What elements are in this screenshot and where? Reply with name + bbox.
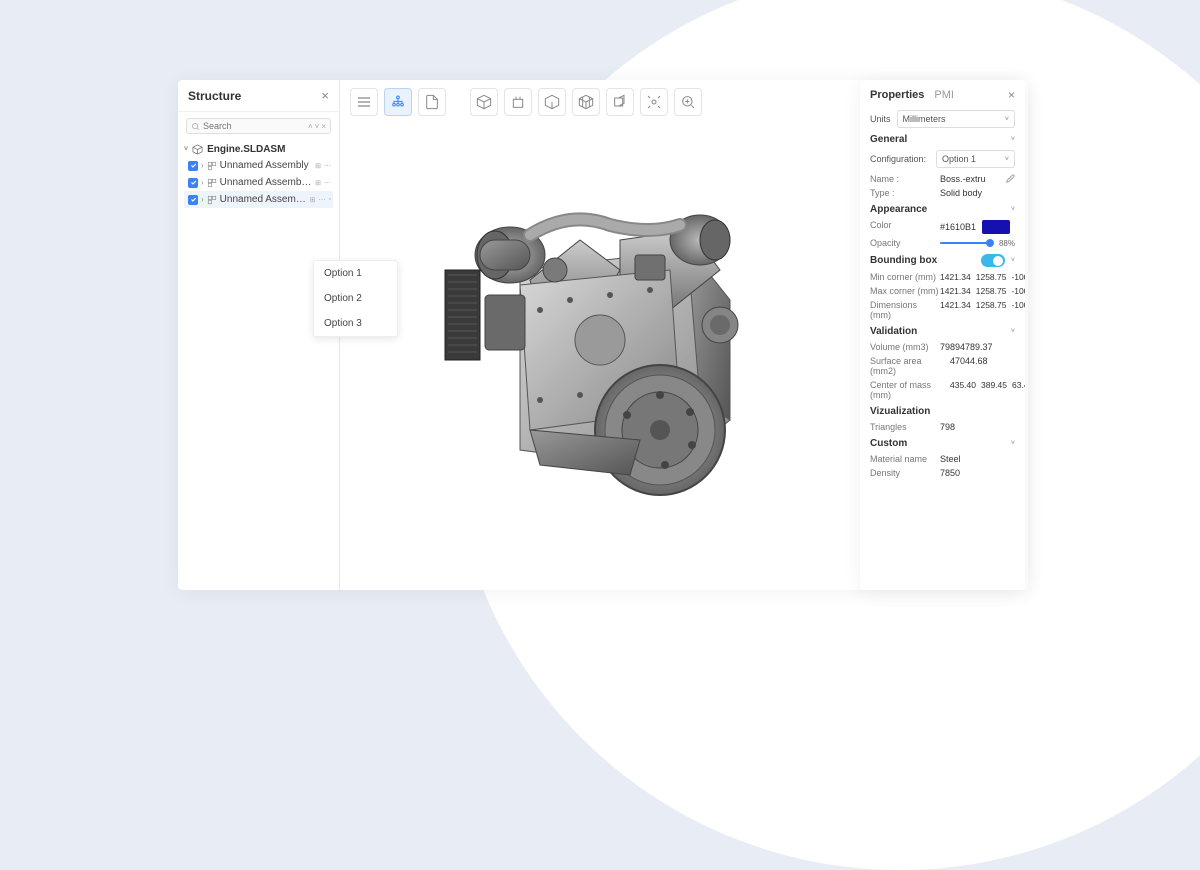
chevron-icon: › xyxy=(201,178,204,187)
edit-icon[interactable] xyxy=(1006,174,1015,183)
structure-panel: Structure × ˄˅× ˅ Engine.SLDASM › Unname… xyxy=(178,80,340,590)
chevron-down-icon[interactable]: ˅ xyxy=(1011,257,1015,264)
chevron-down-icon[interactable]: ˅ xyxy=(1011,136,1015,143)
tab-properties[interactable]: Properties xyxy=(870,89,924,101)
chevron-icon: › xyxy=(201,161,204,170)
context-menu-item[interactable]: Option 3 xyxy=(314,311,397,336)
toolbar-view xyxy=(470,88,702,116)
section-bounding: Bounding box xyxy=(870,255,937,266)
bounding-toggle[interactable] xyxy=(981,254,1005,267)
tree-root[interactable]: ˅ Engine.SLDASM xyxy=(184,142,333,157)
context-menu-item[interactable]: Option 1 xyxy=(314,261,397,286)
cube-icon xyxy=(192,144,203,155)
shade-icon xyxy=(544,94,560,110)
chevron-down-icon[interactable]: ˅ xyxy=(1011,440,1015,447)
section-appearance: Appearance xyxy=(870,204,927,215)
close-icon[interactable]: × xyxy=(1008,88,1015,102)
focus-icon xyxy=(646,94,662,110)
chevron-icon: › xyxy=(201,195,204,204)
checkbox-icon[interactable] xyxy=(188,161,198,171)
tree-item[interactable]: › Unnamed Assembly ⊞⋯▫ xyxy=(184,191,333,208)
assembly-icon xyxy=(207,161,217,171)
chevron-down-icon[interactable]: ˅ xyxy=(1011,328,1015,335)
assembly-icon xyxy=(207,195,217,205)
document-icon xyxy=(424,94,440,110)
section-button[interactable] xyxy=(606,88,634,116)
close-icon[interactable]: × xyxy=(321,88,329,103)
search-input[interactable]: ˄˅× xyxy=(186,118,331,134)
tree-icon xyxy=(390,94,406,110)
document-button[interactable] xyxy=(418,88,446,116)
wireframe-icon xyxy=(578,94,594,110)
context-menu: Option 1 Option 2 Option 3 xyxy=(313,260,398,337)
units-label: Units xyxy=(870,114,891,124)
section-custom: Custom xyxy=(870,438,907,449)
structure-title: Structure xyxy=(188,89,241,103)
zoom-button[interactable] xyxy=(674,88,702,116)
shade-button[interactable] xyxy=(538,88,566,116)
search-icon xyxy=(191,122,200,131)
cube-icon xyxy=(476,94,492,110)
tree-item[interactable]: › Unnamed Assembly ⊞⋯ xyxy=(184,157,333,174)
menu-icon xyxy=(356,94,372,110)
tree-view-button[interactable] xyxy=(384,88,412,116)
focus-button[interactable] xyxy=(640,88,668,116)
checkbox-icon[interactable] xyxy=(188,195,198,205)
tree-item[interactable]: › Unnamed Assembly2 ⊞⋯ xyxy=(184,174,333,191)
wireframe-button[interactable] xyxy=(572,88,600,116)
chevron-down-icon: ˅ xyxy=(184,146,188,153)
fit-icon xyxy=(510,94,526,110)
section-validation: Validation xyxy=(870,326,917,337)
chevron-down-icon[interactable]: ˅ xyxy=(1011,206,1015,213)
tab-pmi[interactable]: PMI xyxy=(934,89,954,101)
color-swatch[interactable] xyxy=(982,220,1010,234)
fit-button[interactable] xyxy=(504,88,532,116)
section-viz: Vizualization xyxy=(870,406,930,417)
assembly-icon xyxy=(207,178,217,188)
zoom-icon xyxy=(680,94,696,110)
cube-button[interactable] xyxy=(470,88,498,116)
checkbox-icon[interactable] xyxy=(188,178,198,188)
section-icon xyxy=(612,94,628,110)
structure-tree: ˅ Engine.SLDASM › Unnamed Assembly ⊞⋯ › … xyxy=(178,140,339,210)
engine-model xyxy=(390,140,810,520)
configuration-select[interactable]: Option 1˅ xyxy=(936,150,1015,168)
opacity-slider[interactable]: 88% xyxy=(940,238,1015,248)
properties-panel: Properties PMI × Units Millimeters˅ Gene… xyxy=(860,80,1025,590)
context-menu-item[interactable]: Option 2 xyxy=(314,286,397,311)
menu-button[interactable] xyxy=(350,88,378,116)
section-general: General xyxy=(870,134,907,145)
toolbar-left xyxy=(350,88,446,116)
units-select[interactable]: Millimeters˅ xyxy=(897,110,1015,128)
